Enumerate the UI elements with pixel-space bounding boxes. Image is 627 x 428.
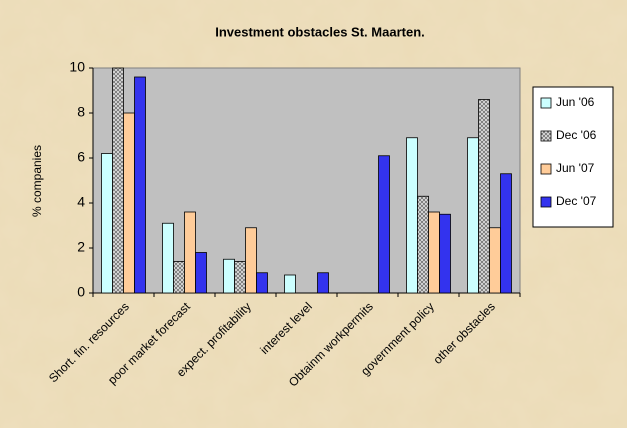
bar bbox=[112, 67, 124, 294]
legend-label: Dec '06 bbox=[556, 128, 597, 142]
bar bbox=[123, 112, 135, 294]
bar bbox=[101, 153, 113, 294]
bar bbox=[184, 211, 196, 294]
bar bbox=[134, 76, 146, 294]
y-tick-label: 0 bbox=[77, 284, 85, 300]
bar bbox=[256, 272, 268, 294]
bar bbox=[284, 274, 296, 294]
bar bbox=[478, 99, 490, 294]
legend-swatch bbox=[540, 196, 552, 208]
legend-label: Jun '06 bbox=[556, 95, 595, 109]
bar bbox=[439, 213, 451, 294]
bar bbox=[406, 137, 418, 294]
bar bbox=[195, 252, 207, 294]
legend-label: Jun '07 bbox=[556, 161, 595, 175]
bar bbox=[417, 195, 429, 294]
legend-swatch bbox=[540, 130, 552, 142]
bar bbox=[489, 227, 501, 294]
bar bbox=[245, 227, 257, 294]
bar bbox=[317, 272, 329, 294]
plot-area bbox=[92, 67, 521, 294]
y-tick-label: 6 bbox=[77, 149, 85, 165]
chart-title: Investment obstacles St. Maarten. bbox=[215, 24, 425, 39]
y-tick-label: 2 bbox=[77, 239, 85, 255]
bar bbox=[234, 261, 246, 294]
bar bbox=[173, 261, 185, 294]
y-tick-label: 8 bbox=[77, 104, 85, 120]
bar bbox=[378, 155, 390, 294]
bar bbox=[223, 258, 235, 294]
legend-label: Dec '07 bbox=[556, 194, 597, 208]
y-axis-label: % companies bbox=[30, 145, 44, 217]
bar bbox=[467, 137, 479, 294]
y-tick-label: 10 bbox=[69, 59, 85, 75]
bar bbox=[428, 211, 440, 294]
y-tick-label: 4 bbox=[77, 194, 85, 210]
legend-swatch bbox=[540, 163, 552, 175]
legend-swatch bbox=[540, 97, 552, 109]
bar bbox=[500, 173, 512, 294]
bar bbox=[162, 222, 174, 294]
